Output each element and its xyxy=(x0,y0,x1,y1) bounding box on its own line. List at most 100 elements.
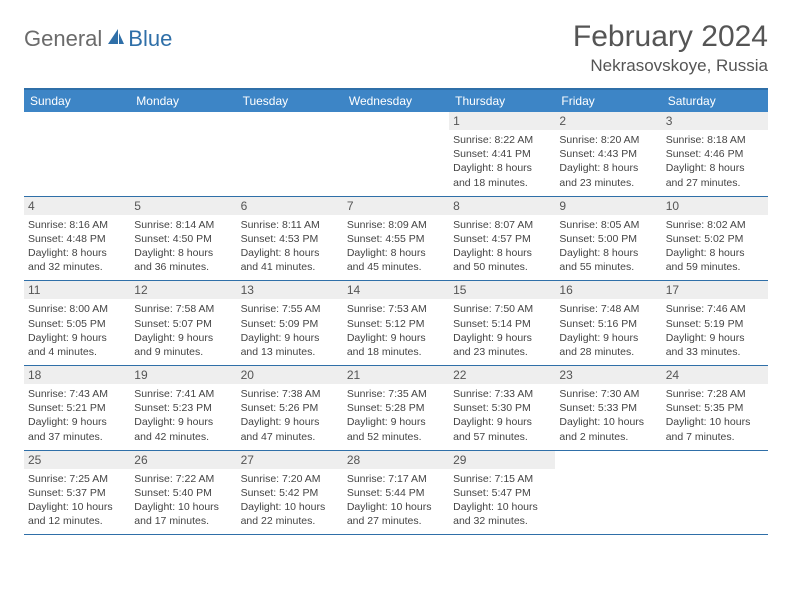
daylight-text: and 36 minutes. xyxy=(134,260,232,274)
sunrise-text: Sunrise: 7:46 AM xyxy=(666,302,764,316)
calendar-cell: 19Sunrise: 7:41 AMSunset: 5:23 PMDayligh… xyxy=(130,366,236,450)
sunrise-text: Sunrise: 7:17 AM xyxy=(347,472,445,486)
sunset-text: Sunset: 5:35 PM xyxy=(666,401,764,415)
calendar-cell: 26Sunrise: 7:22 AMSunset: 5:40 PMDayligh… xyxy=(130,451,236,535)
calendar-cell: 15Sunrise: 7:50 AMSunset: 5:14 PMDayligh… xyxy=(449,281,555,365)
daylight-text: and 37 minutes. xyxy=(28,430,126,444)
sunrise-text: Sunrise: 8:20 AM xyxy=(559,133,657,147)
day-header: Monday xyxy=(130,90,236,112)
sunset-text: Sunset: 4:48 PM xyxy=(28,232,126,246)
sunrise-text: Sunrise: 7:20 AM xyxy=(241,472,339,486)
sunset-text: Sunset: 5:28 PM xyxy=(347,401,445,415)
daylight-text: and 23 minutes. xyxy=(453,345,551,359)
daylight-text: Daylight: 8 hours xyxy=(666,161,764,175)
sunrise-text: Sunrise: 8:18 AM xyxy=(666,133,764,147)
day-number: 12 xyxy=(130,281,236,299)
sunrise-text: Sunrise: 7:43 AM xyxy=(28,387,126,401)
sunset-text: Sunset: 5:00 PM xyxy=(559,232,657,246)
calendar-cell: 22Sunrise: 7:33 AMSunset: 5:30 PMDayligh… xyxy=(449,366,555,450)
sunset-text: Sunset: 4:57 PM xyxy=(453,232,551,246)
daylight-text: Daylight: 10 hours xyxy=(666,415,764,429)
sunrise-text: Sunrise: 8:02 AM xyxy=(666,218,764,232)
calendar-cell: 2Sunrise: 8:20 AMSunset: 4:43 PMDaylight… xyxy=(555,112,661,196)
daylight-text: and 52 minutes. xyxy=(347,430,445,444)
calendar-cell: 1Sunrise: 8:22 AMSunset: 4:41 PMDaylight… xyxy=(449,112,555,196)
daylight-text: Daylight: 9 hours xyxy=(28,331,126,345)
calendar-cell: 4Sunrise: 8:16 AMSunset: 4:48 PMDaylight… xyxy=(24,197,130,281)
calendar-cell: 6Sunrise: 8:11 AMSunset: 4:53 PMDaylight… xyxy=(237,197,343,281)
page-title: February 2024 xyxy=(573,20,768,54)
calendar-cell: 24Sunrise: 7:28 AMSunset: 5:35 PMDayligh… xyxy=(662,366,768,450)
day-number: 15 xyxy=(449,281,555,299)
day-number: 21 xyxy=(343,366,449,384)
sunset-text: Sunset: 5:33 PM xyxy=(559,401,657,415)
daylight-text: Daylight: 9 hours xyxy=(134,415,232,429)
calendar-cell: 10Sunrise: 8:02 AMSunset: 5:02 PMDayligh… xyxy=(662,197,768,281)
week-row: ....1Sunrise: 8:22 AMSunset: 4:41 PMDayl… xyxy=(24,112,768,197)
daylight-text: Daylight: 10 hours xyxy=(347,500,445,514)
day-number: 8 xyxy=(449,197,555,215)
day-number: 16 xyxy=(555,281,661,299)
sunset-text: Sunset: 5:30 PM xyxy=(453,401,551,415)
week-row: 18Sunrise: 7:43 AMSunset: 5:21 PMDayligh… xyxy=(24,366,768,451)
sunset-text: Sunset: 5:09 PM xyxy=(241,317,339,331)
sunset-text: Sunset: 5:07 PM xyxy=(134,317,232,331)
daylight-text: Daylight: 9 hours xyxy=(453,331,551,345)
sunrise-text: Sunrise: 7:38 AM xyxy=(241,387,339,401)
daylight-text: Daylight: 8 hours xyxy=(28,246,126,260)
daylight-text: Daylight: 9 hours xyxy=(453,415,551,429)
day-number: 17 xyxy=(662,281,768,299)
day-number: 7 xyxy=(343,197,449,215)
daylight-text: Daylight: 8 hours xyxy=(666,246,764,260)
daylight-text: Daylight: 8 hours xyxy=(559,246,657,260)
calendar-cell: . xyxy=(237,112,343,196)
sunset-text: Sunset: 5:42 PM xyxy=(241,486,339,500)
sunset-text: Sunset: 5:47 PM xyxy=(453,486,551,500)
day-number: 14 xyxy=(343,281,449,299)
sunrise-text: Sunrise: 7:35 AM xyxy=(347,387,445,401)
daylight-text: Daylight: 8 hours xyxy=(134,246,232,260)
calendar-cell: . xyxy=(130,112,236,196)
daylight-text: and 9 minutes. xyxy=(134,345,232,359)
location-label: Nekrasovskoye, Russia xyxy=(573,56,768,76)
sunset-text: Sunset: 5:26 PM xyxy=(241,401,339,415)
daylight-text: Daylight: 9 hours xyxy=(347,415,445,429)
daylight-text: and 32 minutes. xyxy=(28,260,126,274)
daylight-text: Daylight: 9 hours xyxy=(347,331,445,345)
calendar-cell: 3 Sunrise: 8:18 AMSunset: 4:46 PMDaylight… xyxy=(662,112,768,196)
daylight-text: Daylight: 10 hours xyxy=(559,415,657,429)
day-number: 29 xyxy=(449,451,555,469)
sunrise-text: Sunrise: 7:28 AM xyxy=(666,387,764,401)
day-number: 2 xyxy=(555,112,661,130)
calendar-cell: 16Sunrise: 7:48 AMSunset: 5:16 PMDayligh… xyxy=(555,281,661,365)
logo-text-general: General xyxy=(24,26,102,52)
calendar: SundayMondayTuesdayWednesdayThursdayFrid… xyxy=(24,88,768,535)
sunrise-text: Sunrise: 8:00 AM xyxy=(28,302,126,316)
calendar-cell: 25Sunrise: 7:25 AMSunset: 5:37 PMDayligh… xyxy=(24,451,130,535)
daylight-text: and 42 minutes. xyxy=(134,430,232,444)
sunset-text: Sunset: 5:19 PM xyxy=(666,317,764,331)
daylight-text: Daylight: 10 hours xyxy=(241,500,339,514)
calendar-cell: 11Sunrise: 8:00 AMSunset: 5:05 PMDayligh… xyxy=(24,281,130,365)
day-header: Saturday xyxy=(662,90,768,112)
sunrise-text: Sunrise: 7:41 AM xyxy=(134,387,232,401)
day-number: 26 xyxy=(130,451,236,469)
daylight-text: and 41 minutes. xyxy=(241,260,339,274)
daylight-text: and 18 minutes. xyxy=(347,345,445,359)
day-number: 25 xyxy=(24,451,130,469)
day-header-row: SundayMondayTuesdayWednesdayThursdayFrid… xyxy=(24,90,768,112)
sunset-text: Sunset: 4:43 PM xyxy=(559,147,657,161)
sunset-text: Sunset: 4:46 PM xyxy=(666,147,764,161)
daylight-text: Daylight: 10 hours xyxy=(28,500,126,514)
sunset-text: Sunset: 5:16 PM xyxy=(559,317,657,331)
day-header: Tuesday xyxy=(237,90,343,112)
sunrise-text: Sunrise: 8:16 AM xyxy=(28,218,126,232)
day-number: 1 xyxy=(449,112,555,130)
sunset-text: Sunset: 5:14 PM xyxy=(453,317,551,331)
sunset-text: Sunset: 4:41 PM xyxy=(453,147,551,161)
day-number: 3 xyxy=(662,112,768,130)
day-header: Wednesday xyxy=(343,90,449,112)
daylight-text: and 27 minutes. xyxy=(666,176,764,190)
calendar-cell: 8Sunrise: 8:07 AMSunset: 4:57 PMDaylight… xyxy=(449,197,555,281)
week-row: 11Sunrise: 8:00 AMSunset: 5:05 PMDayligh… xyxy=(24,281,768,366)
